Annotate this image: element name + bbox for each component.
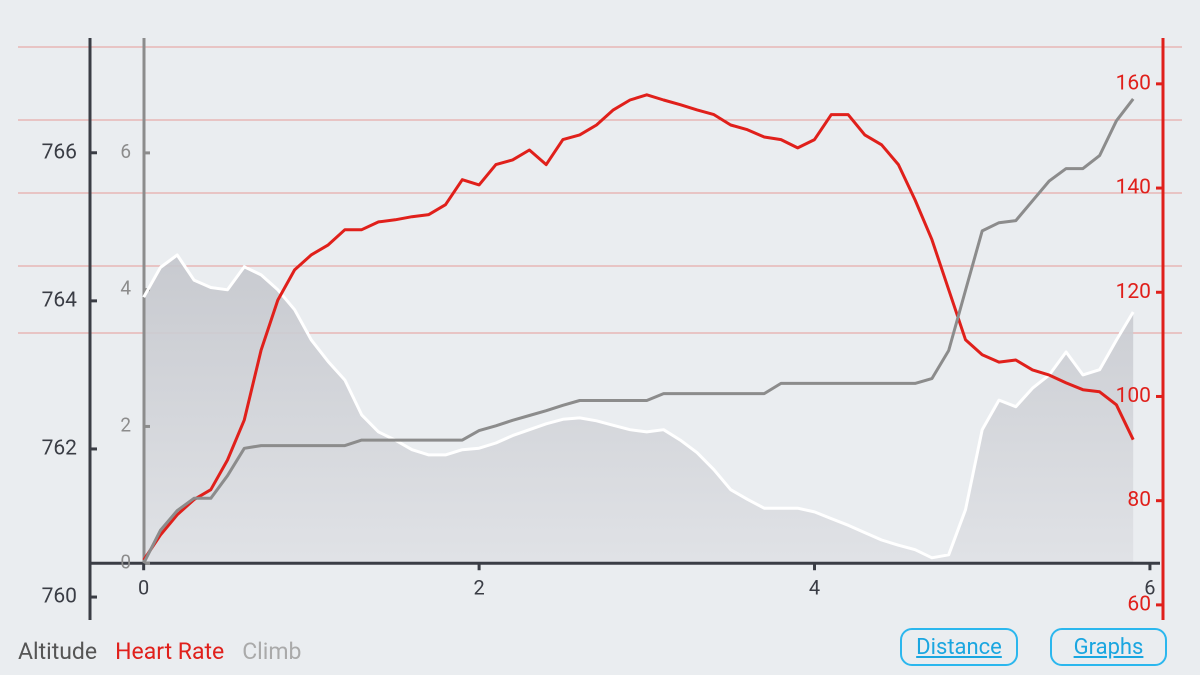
areas	[143, 255, 1134, 564]
legend: Altitude Heart Rate Climb	[18, 638, 301, 665]
legend-entry: Heart Rate	[115, 638, 224, 665]
y3-tick-label: 0	[120, 550, 131, 573]
x-tick-label: 6	[1144, 576, 1155, 600]
series-line	[142, 253, 1135, 560]
graphs-button[interactable]: Graphs	[1050, 628, 1167, 666]
x-tick-label: 0	[138, 576, 149, 600]
y-tick-label: 764	[42, 288, 78, 312]
y-tick-label: 762	[42, 437, 78, 461]
y3-tick-label: 2	[120, 413, 131, 436]
y-tick-label: 760	[42, 585, 77, 609]
y3-tick-label: 4	[120, 277, 131, 300]
legend-entry: Climb	[242, 638, 301, 665]
y2-tick-label: 160	[1116, 71, 1151, 95]
x-tick-label: 2	[473, 576, 484, 600]
distance-button[interactable]: Distance	[900, 628, 1018, 666]
series-line	[142, 97, 1135, 564]
y2-tick-label: 120	[1116, 280, 1151, 304]
y2-tick-label: 100	[1116, 384, 1151, 408]
y-tick-label: 766	[42, 140, 77, 164]
x-tick-label: 4	[809, 576, 820, 600]
series-line	[142, 93, 1135, 561]
y3-tick-label: 6	[120, 140, 131, 163]
lines	[142, 93, 1135, 564]
y2-tick-label: 60	[1127, 592, 1151, 616]
y2-tick-label: 80	[1127, 488, 1151, 512]
legend-entry: Altitude	[18, 638, 97, 665]
y2-tick-label: 140	[1116, 176, 1151, 200]
series-area	[143, 255, 1134, 564]
